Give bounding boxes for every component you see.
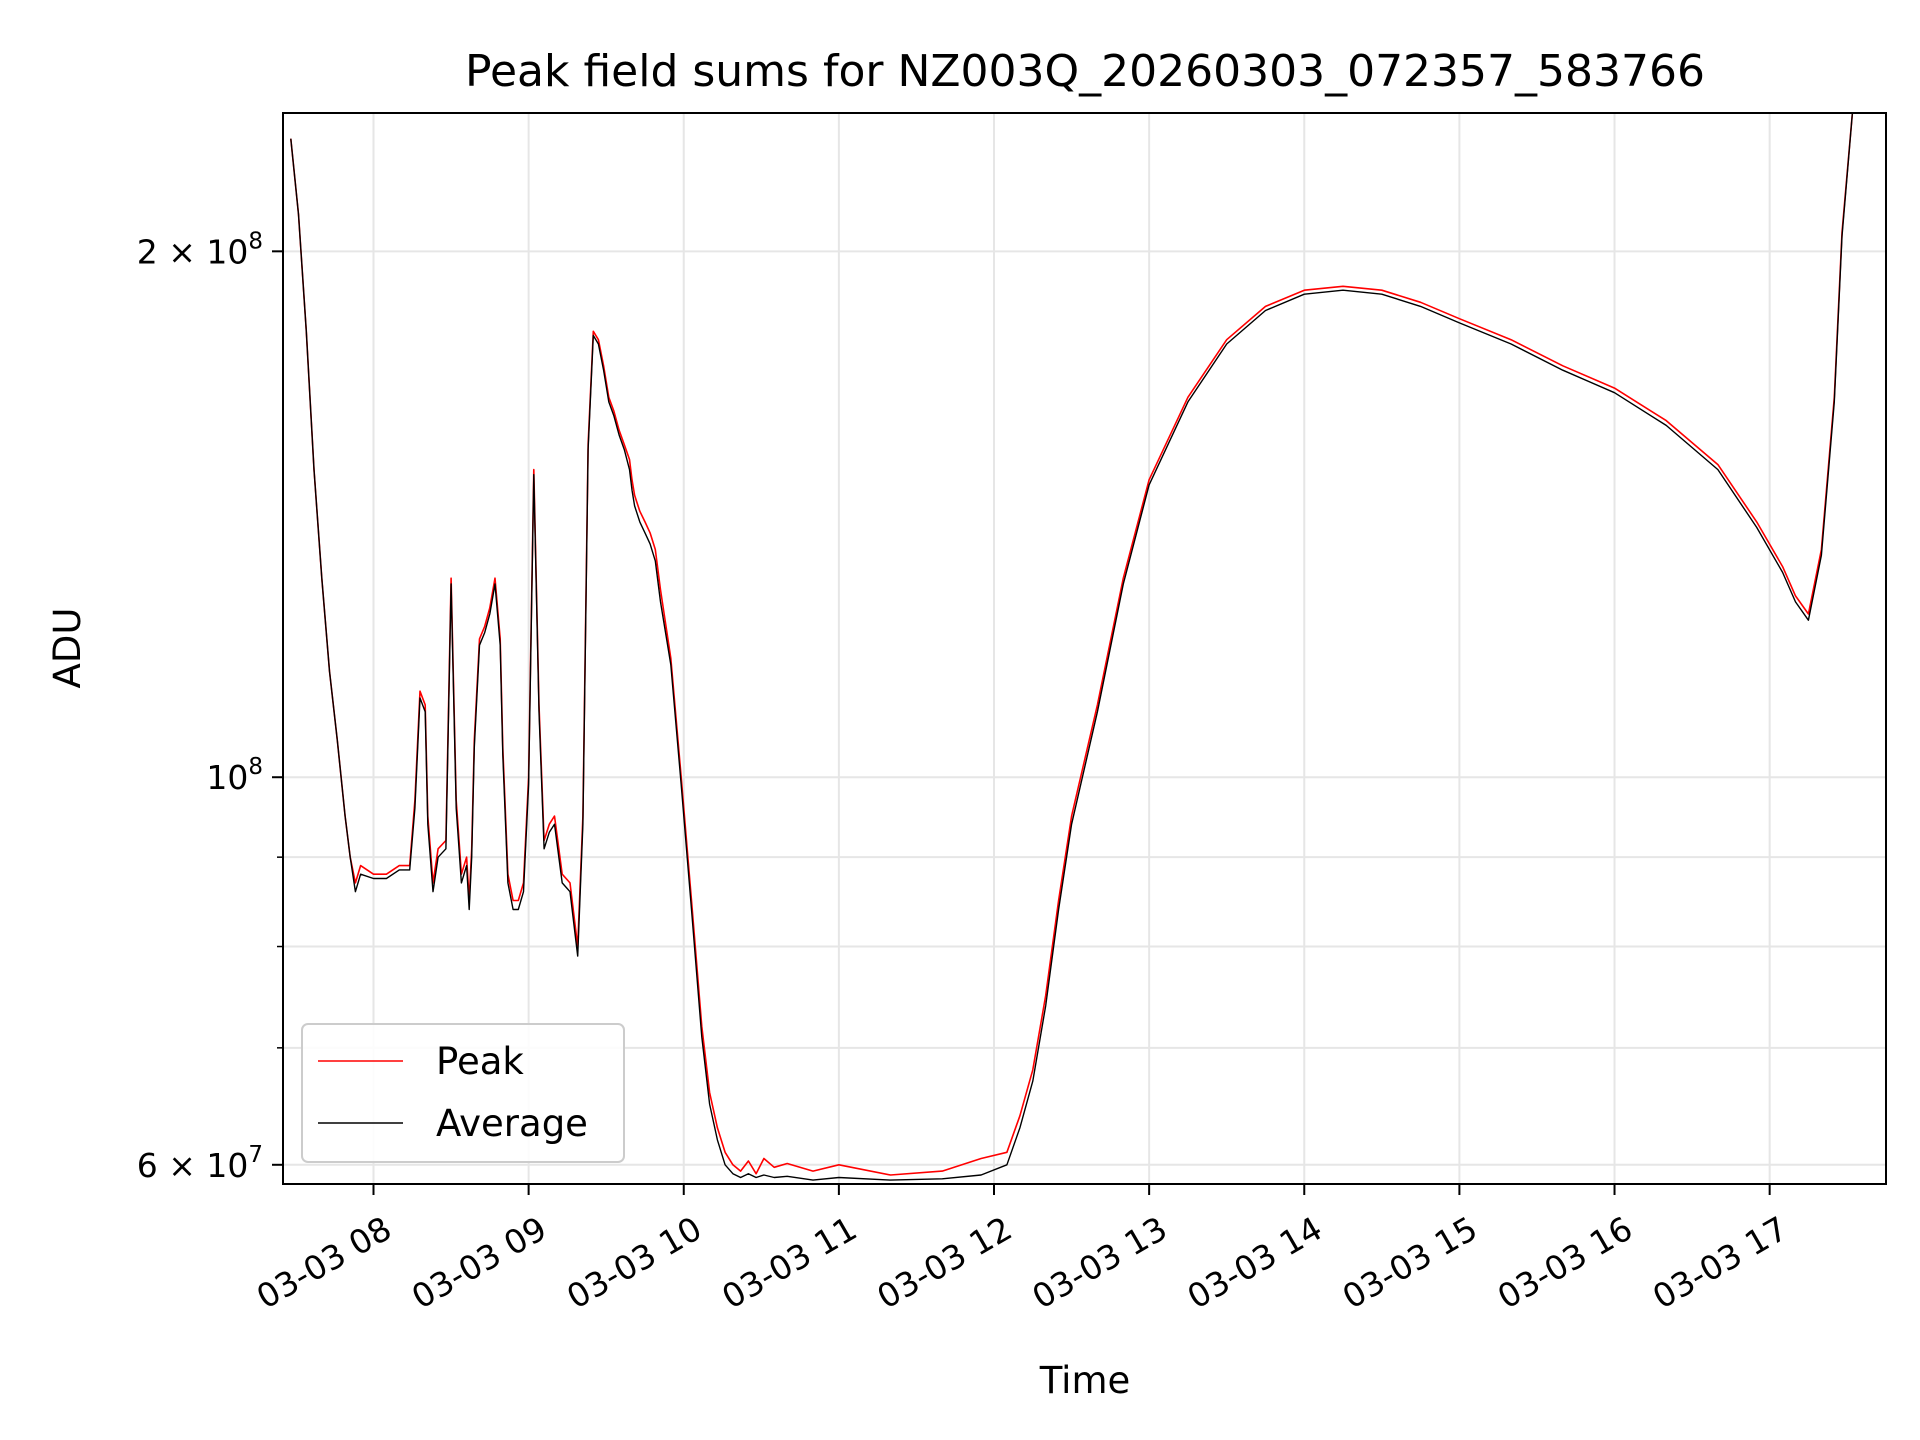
legend-label-average: Average [436, 1102, 588, 1145]
series-layer [290, 113, 1861, 1181]
legend: Peak Average [301, 1023, 625, 1163]
grid-lines [283, 113, 1886, 1184]
y-tick-label: 2 × 108 [137, 228, 263, 271]
y-axis-ticks: 6 × 107 108 2 × 108 [137, 228, 283, 1185]
legend-box [301, 1023, 625, 1163]
legend-label-peak: Peak [436, 1040, 524, 1083]
y-tick-label: 6 × 107 [137, 1142, 263, 1185]
x-axis-label: Time [1039, 1359, 1131, 1402]
y-tick-label: 108 [206, 754, 263, 797]
plot-frame [282, 112, 1887, 1185]
chart-title: Peak field sums for NZ003Q_20260303_0723… [465, 46, 1705, 97]
series-line-average [290, 113, 1861, 1181]
y-axis-label: ADU [46, 608, 89, 689]
